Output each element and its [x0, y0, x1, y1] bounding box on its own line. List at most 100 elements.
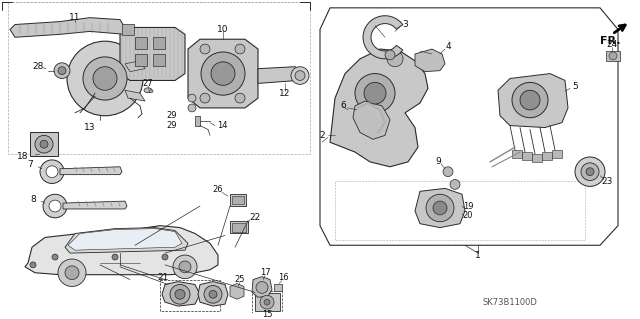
- Text: 22: 22: [250, 213, 260, 222]
- Circle shape: [49, 200, 61, 212]
- Circle shape: [93, 67, 117, 90]
- Circle shape: [520, 90, 540, 110]
- Circle shape: [43, 194, 67, 218]
- Text: 14: 14: [217, 121, 227, 130]
- Text: 13: 13: [84, 123, 96, 132]
- Text: 21: 21: [157, 273, 169, 282]
- Circle shape: [58, 67, 66, 75]
- Circle shape: [291, 67, 309, 84]
- Circle shape: [609, 52, 617, 60]
- Polygon shape: [198, 282, 228, 306]
- Circle shape: [387, 51, 403, 67]
- Circle shape: [175, 289, 185, 299]
- Polygon shape: [330, 49, 428, 167]
- Circle shape: [54, 63, 70, 78]
- Polygon shape: [320, 8, 618, 245]
- Text: 7: 7: [27, 160, 33, 169]
- Polygon shape: [363, 16, 403, 59]
- Text: 17: 17: [260, 268, 270, 277]
- Text: 16: 16: [278, 273, 288, 282]
- Polygon shape: [65, 228, 188, 253]
- Circle shape: [209, 290, 217, 298]
- Circle shape: [52, 254, 58, 260]
- Polygon shape: [60, 167, 122, 174]
- Circle shape: [264, 299, 270, 305]
- Text: 11: 11: [69, 13, 81, 22]
- Circle shape: [512, 82, 548, 118]
- Text: 29: 29: [167, 121, 177, 130]
- Polygon shape: [415, 188, 465, 228]
- Bar: [135, 54, 147, 66]
- Circle shape: [200, 93, 210, 103]
- Polygon shape: [498, 74, 568, 128]
- Circle shape: [426, 194, 454, 222]
- Polygon shape: [63, 201, 127, 209]
- Ellipse shape: [149, 90, 153, 93]
- Polygon shape: [125, 61, 145, 72]
- Circle shape: [256, 282, 268, 293]
- Circle shape: [200, 44, 210, 54]
- Bar: [522, 152, 532, 160]
- Circle shape: [235, 93, 245, 103]
- Polygon shape: [68, 229, 182, 250]
- Circle shape: [433, 201, 447, 215]
- Circle shape: [179, 261, 191, 273]
- Bar: [8, 2, 310, 154]
- Circle shape: [58, 259, 86, 286]
- Circle shape: [586, 168, 594, 176]
- Text: 20: 20: [463, 211, 473, 220]
- Text: 8: 8: [30, 195, 36, 204]
- Bar: [153, 54, 165, 66]
- Circle shape: [443, 167, 453, 177]
- Circle shape: [355, 74, 395, 113]
- Bar: [255, 293, 280, 311]
- Circle shape: [170, 285, 190, 304]
- Circle shape: [188, 94, 196, 102]
- Circle shape: [581, 163, 599, 181]
- Bar: [230, 194, 246, 206]
- Polygon shape: [258, 67, 302, 83]
- Text: 9: 9: [435, 157, 441, 167]
- Text: 19: 19: [463, 202, 473, 211]
- Bar: [532, 154, 542, 162]
- Text: 25: 25: [235, 275, 245, 284]
- Bar: [232, 196, 244, 204]
- Text: 2: 2: [319, 131, 325, 140]
- Circle shape: [112, 254, 118, 260]
- Circle shape: [65, 266, 79, 280]
- Text: 28: 28: [32, 62, 44, 71]
- Bar: [274, 284, 282, 291]
- Polygon shape: [230, 284, 244, 299]
- Bar: [552, 150, 562, 158]
- Polygon shape: [353, 101, 390, 139]
- Ellipse shape: [144, 88, 152, 93]
- Polygon shape: [252, 277, 272, 297]
- Text: 18: 18: [17, 152, 29, 161]
- Circle shape: [188, 104, 196, 112]
- Circle shape: [35, 135, 53, 153]
- Circle shape: [173, 255, 197, 278]
- Bar: [195, 116, 200, 126]
- Circle shape: [201, 52, 245, 95]
- Bar: [153, 37, 165, 49]
- Circle shape: [235, 44, 245, 54]
- Circle shape: [162, 254, 168, 260]
- Text: SK73B1100D: SK73B1100D: [483, 298, 538, 307]
- Text: 4: 4: [445, 41, 451, 51]
- Circle shape: [40, 140, 48, 148]
- Text: 23: 23: [602, 177, 612, 186]
- Text: 5: 5: [572, 82, 578, 91]
- Text: 15: 15: [262, 310, 272, 319]
- Circle shape: [211, 62, 235, 85]
- Bar: [542, 152, 552, 160]
- Text: FR.: FR.: [600, 36, 620, 46]
- Bar: [30, 132, 58, 156]
- Text: 12: 12: [279, 89, 291, 98]
- Circle shape: [295, 70, 305, 80]
- Bar: [230, 221, 248, 234]
- Circle shape: [385, 50, 395, 60]
- Polygon shape: [125, 90, 145, 101]
- Bar: [606, 51, 620, 61]
- Bar: [135, 37, 147, 49]
- Circle shape: [83, 57, 127, 100]
